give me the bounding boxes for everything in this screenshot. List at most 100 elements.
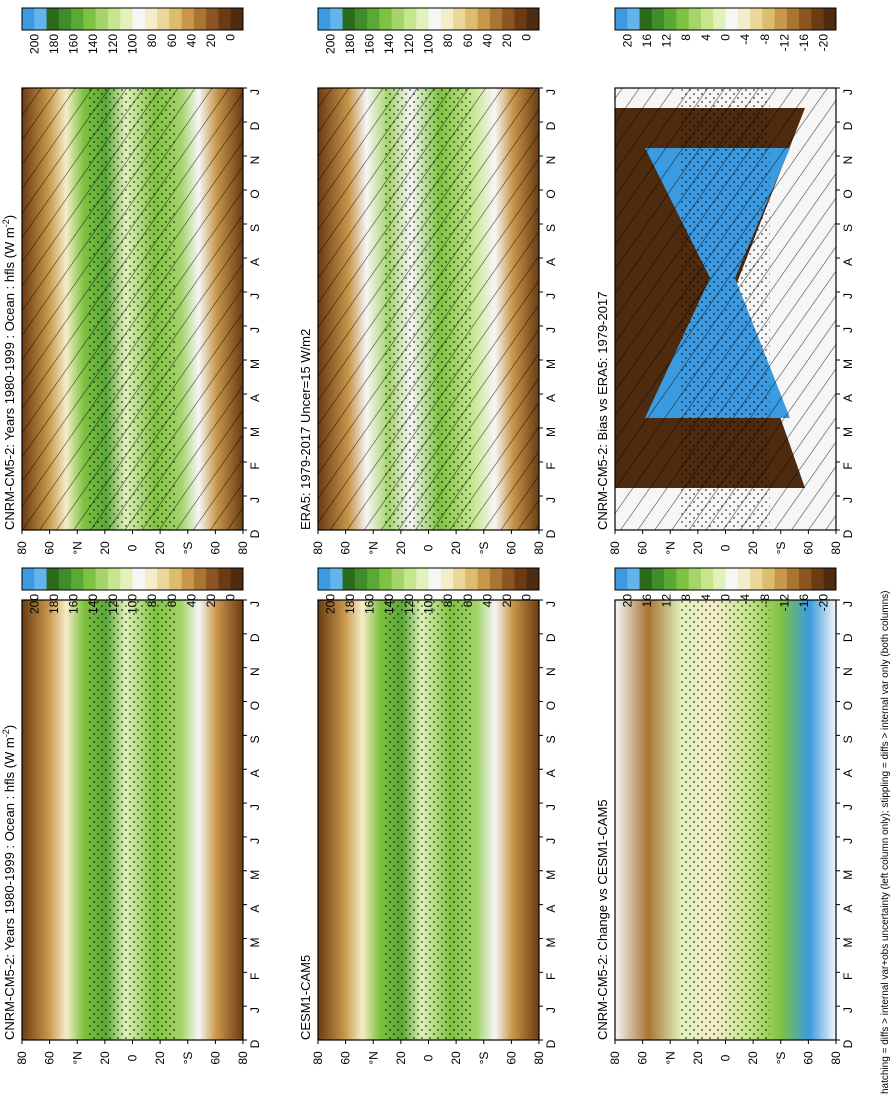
y-tick-label: 20 bbox=[746, 541, 760, 555]
colorbar-tick-label: 140 bbox=[382, 34, 396, 54]
x-tick-label: A bbox=[841, 905, 855, 913]
y-tick-label: 60 bbox=[339, 541, 353, 555]
colorbar-swatch bbox=[823, 8, 837, 30]
x-tick-label: F bbox=[841, 462, 855, 469]
x-tick-label: S bbox=[248, 224, 262, 232]
y-tick-label: 80 bbox=[829, 1051, 843, 1065]
y-tick-label: 60 bbox=[504, 1051, 518, 1065]
colorbar-swatch bbox=[403, 8, 417, 30]
panel-p2: CNRM-CM5-2: Years 1980-1999 : Ocean : hf… bbox=[1, 567, 262, 1065]
x-tick-label: D bbox=[248, 1039, 262, 1048]
colorbar-tick-label: 160 bbox=[363, 594, 377, 614]
colorbar-tick-label: 120 bbox=[106, 594, 120, 614]
y-tick-label: °S bbox=[181, 542, 195, 555]
colorbar-swatch bbox=[713, 568, 726, 590]
colorbar-swatch bbox=[46, 568, 60, 590]
colorbar-swatch bbox=[514, 8, 528, 30]
colorbar-tick-label: 20 bbox=[500, 594, 514, 608]
colorbar-swatch bbox=[489, 568, 503, 590]
colorbar-swatch bbox=[181, 8, 195, 30]
colorbar-tick-label: 160 bbox=[363, 34, 377, 54]
x-tick-label: M bbox=[841, 937, 855, 947]
colorbar-tick-label: 4 bbox=[699, 34, 713, 41]
colorbar-tick-label: 100 bbox=[422, 34, 436, 54]
title-tail-p2: ) bbox=[2, 725, 17, 729]
x-tick-label: N bbox=[544, 156, 558, 165]
x-tick-label: J bbox=[544, 804, 558, 810]
colorbar-swatch bbox=[440, 568, 454, 590]
y-tick-label: 60 bbox=[504, 541, 518, 555]
x-tick-label: O bbox=[544, 189, 558, 198]
x-tick-label: N bbox=[248, 667, 262, 676]
colorbar-swatch bbox=[342, 8, 356, 30]
colorbar-swatch bbox=[403, 568, 417, 590]
x-tick-label: N bbox=[841, 156, 855, 165]
x-tick-label: N bbox=[248, 156, 262, 165]
x-tick-label: S bbox=[841, 224, 855, 232]
colorbar-swatch bbox=[379, 8, 393, 30]
colorbar-swatch bbox=[514, 568, 528, 590]
colorbar-tick-label: 140 bbox=[382, 594, 396, 614]
stippling-p4 bbox=[384, 600, 473, 1040]
panel-title-p5: CNRM-CM5-2: Bias vs ERA5: 1979-2017 bbox=[595, 292, 610, 530]
x-tick-label: M bbox=[544, 937, 558, 947]
x-tick-label: J bbox=[544, 89, 558, 95]
x-tick-label: D bbox=[841, 529, 855, 538]
panel-title-p3: ERA5: 1979-2017 Uncer=15 W/m2 bbox=[298, 329, 313, 530]
colorbar-tick-label: -20 bbox=[817, 594, 831, 612]
x-tick-label: J bbox=[841, 601, 855, 607]
y-tick-label: 60 bbox=[636, 1051, 650, 1065]
colorbar-tick-label: -8 bbox=[758, 34, 772, 45]
x-tick-label: M bbox=[248, 870, 262, 880]
y-tick-label: 20 bbox=[394, 1051, 408, 1065]
colorbar-tick-label: 12 bbox=[660, 594, 674, 608]
y-tick-label: 80 bbox=[311, 1051, 325, 1065]
colorbar-swatch bbox=[95, 568, 109, 590]
y-tick-label: 0 bbox=[126, 544, 140, 551]
x-tick-label: J bbox=[544, 838, 558, 844]
x-tick-label: A bbox=[841, 258, 855, 266]
colorbar-swatch bbox=[502, 8, 515, 30]
x-tick-label: A bbox=[248, 769, 262, 777]
x-tick-label: J bbox=[248, 89, 262, 95]
colorbar-tick-label: 40 bbox=[184, 34, 198, 48]
x-tick-label: N bbox=[544, 667, 558, 676]
colorbar-tick-label: -20 bbox=[817, 34, 831, 52]
colorbar-swatch bbox=[144, 8, 158, 30]
x-tick-label: O bbox=[841, 189, 855, 198]
colorbar-tick-label: 60 bbox=[461, 594, 475, 608]
colorbar-swatch bbox=[58, 8, 72, 30]
colorbar-swatch bbox=[193, 8, 207, 30]
colorbar-swatch bbox=[615, 568, 628, 590]
colorbar-tick-label: 40 bbox=[480, 34, 494, 48]
y-tick-label: °S bbox=[477, 542, 491, 555]
colorbar-swatch bbox=[330, 8, 344, 30]
x-tick-label: N bbox=[841, 667, 855, 676]
colorbar-swatch bbox=[676, 568, 690, 590]
x-tick-label: J bbox=[248, 838, 262, 844]
stippling-p3 bbox=[384, 88, 473, 530]
x-tick-label: D bbox=[248, 121, 262, 130]
colorbar-swatch bbox=[477, 8, 491, 30]
x-tick-label: J bbox=[841, 804, 855, 810]
y-tick-label: 80 bbox=[15, 1051, 29, 1065]
colorbar-tick-label: 16 bbox=[640, 594, 654, 608]
colorbar-swatch bbox=[318, 568, 331, 590]
colorbar-swatch bbox=[132, 8, 146, 30]
colorbar-tick-label: 8 bbox=[679, 34, 693, 41]
colorbar-swatch bbox=[330, 568, 344, 590]
colorbar-tick-label: 120 bbox=[106, 34, 120, 54]
colorbar-tick-label: 0 bbox=[520, 34, 534, 41]
panel-title-p4: CESM1-CAM5 bbox=[298, 955, 313, 1040]
x-tick-label: M bbox=[248, 427, 262, 437]
colorbar-tick-label: 20 bbox=[500, 34, 514, 48]
x-tick-label: F bbox=[248, 462, 262, 469]
colorbar-tick-label: 60 bbox=[461, 34, 475, 48]
x-tick-label: M bbox=[841, 427, 855, 437]
x-tick-label: D bbox=[544, 121, 558, 130]
colorbar-swatch bbox=[169, 8, 183, 30]
colorbar-swatch bbox=[639, 568, 653, 590]
colorbar-swatch bbox=[526, 568, 540, 590]
x-tick-label: A bbox=[544, 394, 558, 402]
colorbar-swatch bbox=[750, 8, 763, 30]
